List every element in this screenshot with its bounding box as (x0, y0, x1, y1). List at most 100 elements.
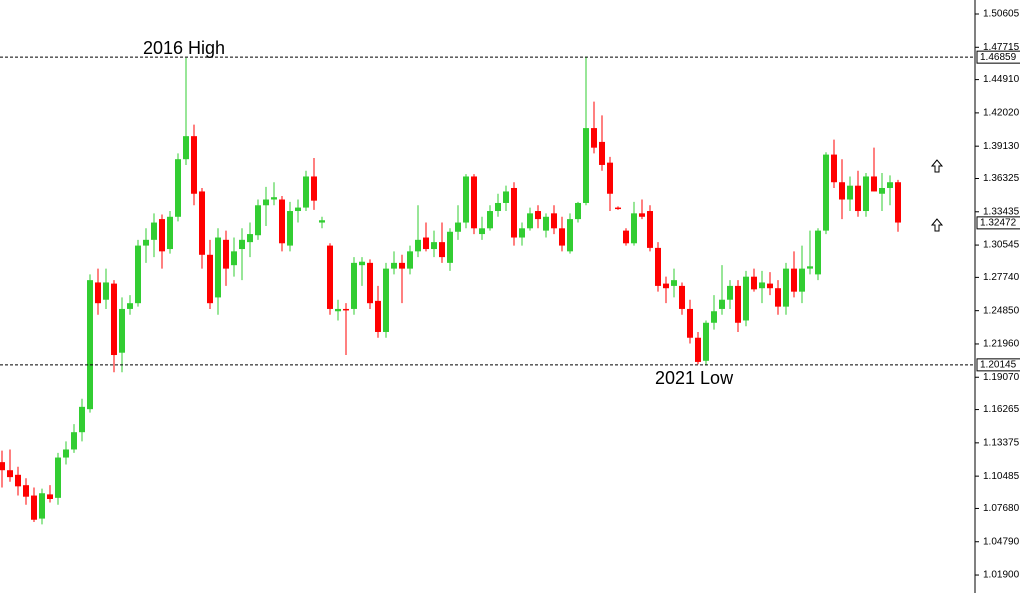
candle-body (455, 222, 461, 232)
candle-body (431, 242, 437, 250)
candle-body (495, 202, 501, 212)
candle-body (847, 185, 853, 200)
last-price-label: 1.32472 (980, 218, 1017, 229)
candle-body (527, 213, 533, 229)
candle-body (623, 230, 629, 244)
candle-body (871, 176, 877, 192)
candle-body (343, 308, 349, 311)
annotation: 2021 Low (655, 368, 734, 388)
candle-body (703, 322, 709, 361)
candle-body (447, 231, 453, 263)
candle-body (375, 300, 381, 332)
y-tick-label: 1.16265 (983, 404, 1020, 415)
candle-body (335, 308, 341, 312)
candle-body (511, 187, 517, 238)
y-tick-label: 1.50605 (983, 9, 1020, 20)
candle-body (239, 239, 245, 250)
y-tick-label: 1.30545 (983, 240, 1020, 251)
candle-body (143, 239, 149, 246)
candle-body (839, 182, 845, 200)
candle-body (23, 485, 29, 497)
candle-body (79, 406, 85, 433)
candle-body (247, 234, 253, 243)
candle-body (15, 474, 21, 487)
candle-body (855, 185, 861, 212)
candle-body (391, 262, 397, 269)
candle-body (135, 245, 141, 304)
arrow-icon (930, 159, 944, 173)
y-tick-label: 1.42020 (983, 108, 1020, 119)
candle-body (783, 268, 789, 307)
candle-body (607, 162, 613, 194)
candle-body (327, 245, 333, 309)
candle-body (591, 128, 597, 148)
y-tick-label: 1.04790 (983, 536, 1020, 547)
candle-body (719, 299, 725, 309)
candle-body (407, 251, 413, 269)
candle-body (415, 239, 421, 252)
candle-body (759, 282, 765, 289)
candle-body (487, 211, 493, 229)
candle-body (231, 251, 237, 266)
candle-body (687, 308, 693, 338)
candle-body (311, 176, 317, 201)
candle-body (663, 283, 669, 289)
candle-body (351, 262, 357, 309)
candle-body (735, 285, 741, 323)
last-price-box (976, 216, 1020, 230)
candle-body (111, 283, 117, 356)
y-tick-label: 1.47715 (983, 42, 1020, 53)
candle-body (223, 239, 229, 269)
candle-body (87, 280, 93, 410)
candle-body (319, 220, 325, 223)
candle-body (463, 176, 469, 223)
candle-body (831, 154, 837, 183)
candle-body (295, 207, 301, 212)
y-tick-label: 1.36325 (983, 173, 1020, 184)
candle-body (367, 262, 373, 304)
candle-body (303, 176, 309, 208)
candle-body (71, 432, 77, 450)
candle-body (255, 205, 261, 236)
candle-body (207, 254, 213, 304)
candle-body (95, 282, 101, 304)
y-tick-label: 1.33435 (983, 206, 1020, 217)
candle-body (215, 237, 221, 298)
candle-body (151, 222, 157, 240)
candle-body (823, 154, 829, 231)
level-label: 1.46859 (980, 52, 1017, 63)
candle-body (543, 216, 549, 231)
candle-body (127, 303, 133, 309)
candle-body (711, 311, 717, 323)
candle-body (471, 176, 477, 229)
candle-body (263, 199, 269, 206)
candle-body (599, 141, 605, 165)
level-label: 1.20145 (980, 360, 1017, 371)
level-label-box (976, 50, 1020, 64)
candle-body (279, 199, 285, 244)
y-tick-label: 1.27740 (983, 272, 1020, 283)
candle-body (7, 470, 13, 478)
arrow-icon (930, 218, 944, 232)
candle-body (887, 182, 893, 188)
y-tick-label: 1.01900 (983, 570, 1020, 581)
candle-body (399, 262, 405, 269)
candle-body (767, 283, 773, 289)
candle-body (815, 230, 821, 275)
candle-body (551, 213, 557, 229)
candle-body (359, 261, 365, 266)
y-tick-label: 1.39130 (983, 141, 1020, 152)
candle-body (191, 136, 197, 194)
level-label-box (976, 358, 1020, 372)
candle-body (103, 282, 109, 300)
candle-body (159, 219, 165, 252)
candle-body (679, 285, 685, 309)
y-tick-label: 1.24850 (983, 305, 1020, 316)
candle-body (55, 457, 61, 498)
candle-body (655, 247, 661, 286)
candle-body (791, 268, 797, 292)
y-tick-label: 1.10485 (983, 471, 1020, 482)
candle-body (439, 242, 445, 258)
